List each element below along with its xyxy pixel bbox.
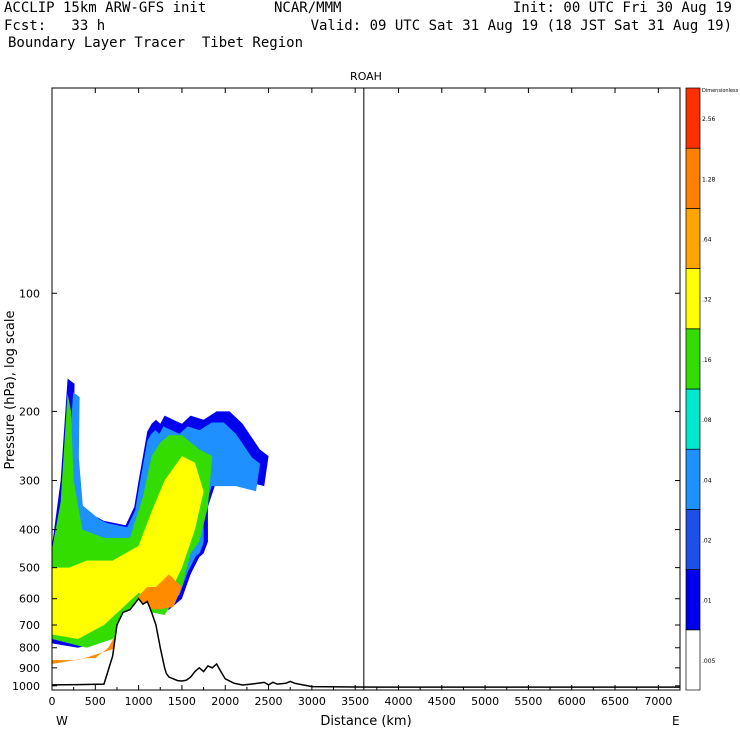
x-tick-label: 5500 [514,695,542,708]
y-tick-label: 500 [19,562,40,575]
y-tick-label: 100 [19,287,40,300]
x-tick-label: 3500 [341,695,369,708]
y-tick-label: 400 [19,524,40,537]
y-tick-label: 600 [19,593,40,606]
y-tick-label: 800 [19,642,40,655]
colorbar-swatch [685,448,701,510]
tracer-region-3 [52,574,182,664]
header-line1-center: NCAR/MMM [274,0,342,16]
x-tick-label: 6500 [601,695,629,708]
colorbar-swatch [685,629,701,691]
x-tick-label: 6000 [558,695,586,708]
header-line1-left: ACCLIP 15km ARW-GFS init [4,0,207,16]
tracer-field-layer [52,378,269,664]
header-line2-left: Fcst: 33 h [4,18,106,34]
terrain-layer [51,597,680,690]
terrain-mask [52,598,680,690]
colorbar-swatch [685,208,701,269]
header-line2-right: Valid: 09 UTC Sat 31 Aug 19 (18 JST Sat … [310,18,732,34]
colorbar-level-label: .08 [702,417,712,424]
colorbar-level-label: .16 [702,357,712,364]
x-end-label-west: W [56,714,68,728]
axis-layer: 0 500 1000 1500 2000 2500 3000 3500 4000 4500 5000… [12,88,680,708]
colorbar-unit-label: Dimensionless [702,88,739,94]
x-tick-label: 7000 [644,695,672,708]
colorbar-level-label: .32 [702,297,712,304]
colorbar-swatch [685,87,701,149]
x-tick-label: 0 [49,695,56,708]
colorbar-level-label: .04 [702,477,712,484]
y-tick-label: 1000 [12,680,40,693]
colorbar-level-label: .02 [702,538,712,545]
x-tick-label: 2500 [255,695,283,708]
y-tick-label: 200 [19,405,40,418]
chart-title: ROAH [350,70,382,83]
x-tick-label: 5000 [471,695,499,708]
colorbar-level-label: .64 [702,237,712,244]
x-tick-label: 4500 [428,695,456,708]
header-line1-right: Init: 00 UTC Fri 30 Aug 19 [512,0,732,16]
x-tick-label: 1000 [125,695,153,708]
x-tick-label: 4000 [384,695,412,708]
x-tick-label: 500 [85,695,106,708]
colorbar-swatch [685,147,701,209]
colorbar-swatch [685,569,701,631]
y-tick-label: 900 [19,662,40,675]
y-tick-label: 300 [19,475,40,488]
x-tick-label: 2000 [211,695,239,708]
colorbar-level-label: .005 [702,658,716,665]
colorbar-swatch [685,509,701,570]
y-axis-label: Pressure (hPa), log scale [3,311,18,470]
colorbar-level-label: 2.56 [702,116,716,123]
x-end-label-east: E [672,714,680,728]
colorbar-level-label: 1.28 [702,176,716,183]
colorbar-swatch [685,268,701,330]
terrain-line [51,597,680,688]
colorbar-level-label: .01 [702,598,712,605]
header-line3-left: Boundary Layer Tracer Tibet Region [8,35,304,51]
colorbar-swatch [685,388,701,450]
plot-frame [51,87,681,691]
colorbar-layer: .005 .01 .02 .04 .08 .16 .32 .64 1.28 2.56 Dimensi… [685,87,739,691]
y-tick-label: 700 [19,619,40,632]
x-axis-label: Distance (km) [320,714,411,729]
colorbar-swatch [685,328,701,390]
x-tick-label: 3000 [298,695,326,708]
x-tick-label: 1500 [168,695,196,708]
